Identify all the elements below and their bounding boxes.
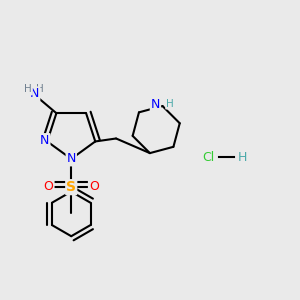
Text: S: S bbox=[66, 180, 76, 194]
Text: O: O bbox=[89, 180, 99, 193]
Text: Cl: Cl bbox=[202, 151, 214, 164]
Text: N: N bbox=[30, 87, 39, 101]
Text: H: H bbox=[36, 84, 43, 94]
Text: H: H bbox=[24, 84, 32, 94]
Text: H: H bbox=[238, 151, 247, 164]
Text: N: N bbox=[151, 98, 160, 111]
Text: N: N bbox=[67, 152, 76, 165]
Text: H: H bbox=[166, 99, 174, 109]
Text: N: N bbox=[40, 134, 50, 147]
Text: O: O bbox=[44, 180, 54, 193]
